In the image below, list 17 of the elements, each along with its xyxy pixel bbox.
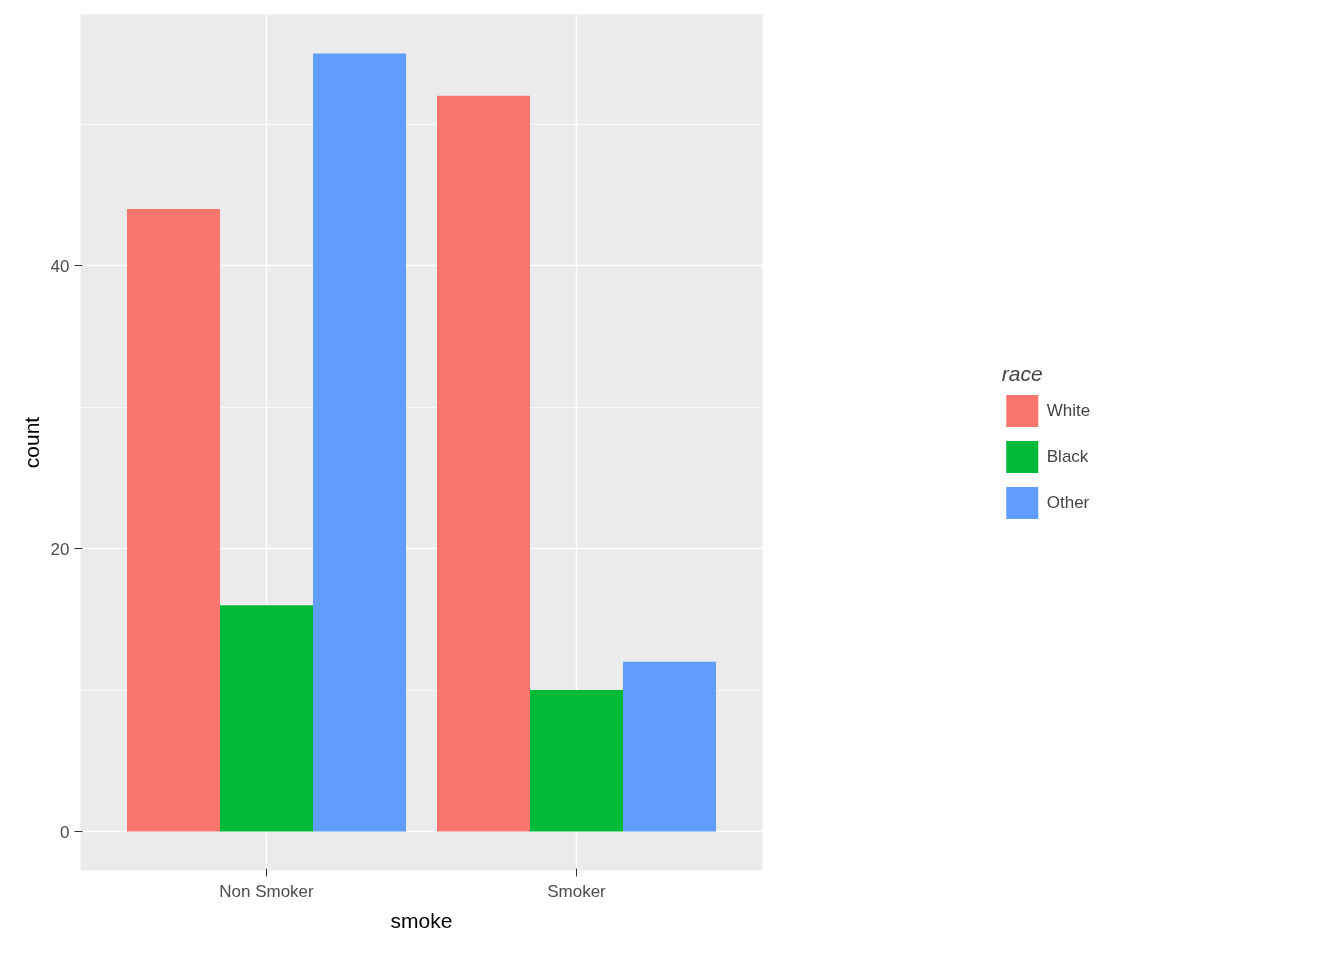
bar <box>313 53 406 832</box>
y-tick-label: 40 <box>50 256 70 276</box>
bar <box>530 690 623 832</box>
legend-label: White <box>1046 400 1091 421</box>
bar <box>220 605 313 832</box>
x-tick-label: Non Smoker <box>219 881 315 901</box>
legend-title: race <box>1001 361 1044 386</box>
y-tick-label: 0 <box>60 822 70 842</box>
legend-label: Black <box>1046 446 1089 467</box>
bar <box>623 661 716 832</box>
bar <box>437 95 530 832</box>
y-axis-title: count <box>19 416 43 469</box>
x-axis-title: smoke <box>390 908 453 932</box>
x-tick-label: Smoker <box>547 881 607 901</box>
bar <box>127 209 220 832</box>
legend-label: Other <box>1046 492 1090 513</box>
y-tick-label: 20 <box>50 539 70 559</box>
